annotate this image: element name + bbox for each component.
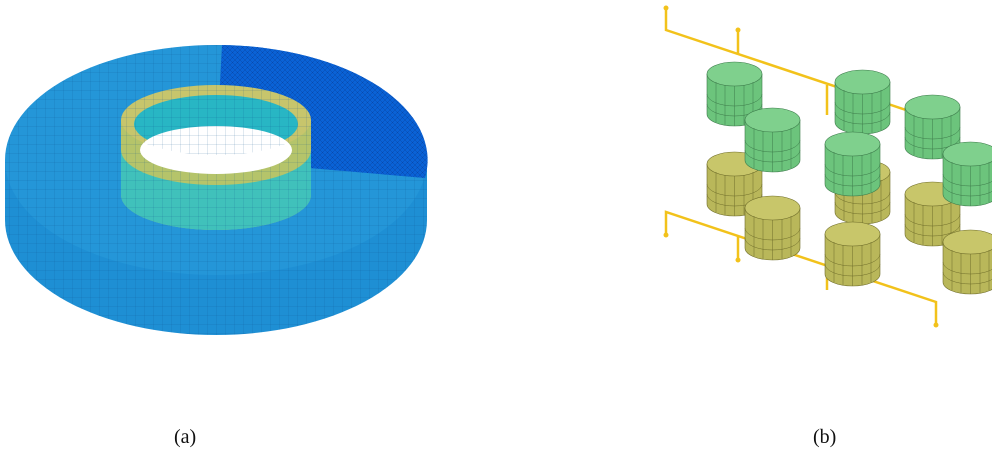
caption: (a) (174, 426, 197, 448)
figure-images (5, 5, 992, 335)
caption: (b) (813, 426, 837, 448)
cylinder-model (663, 5, 992, 328)
ring-mesh (5, 45, 428, 335)
